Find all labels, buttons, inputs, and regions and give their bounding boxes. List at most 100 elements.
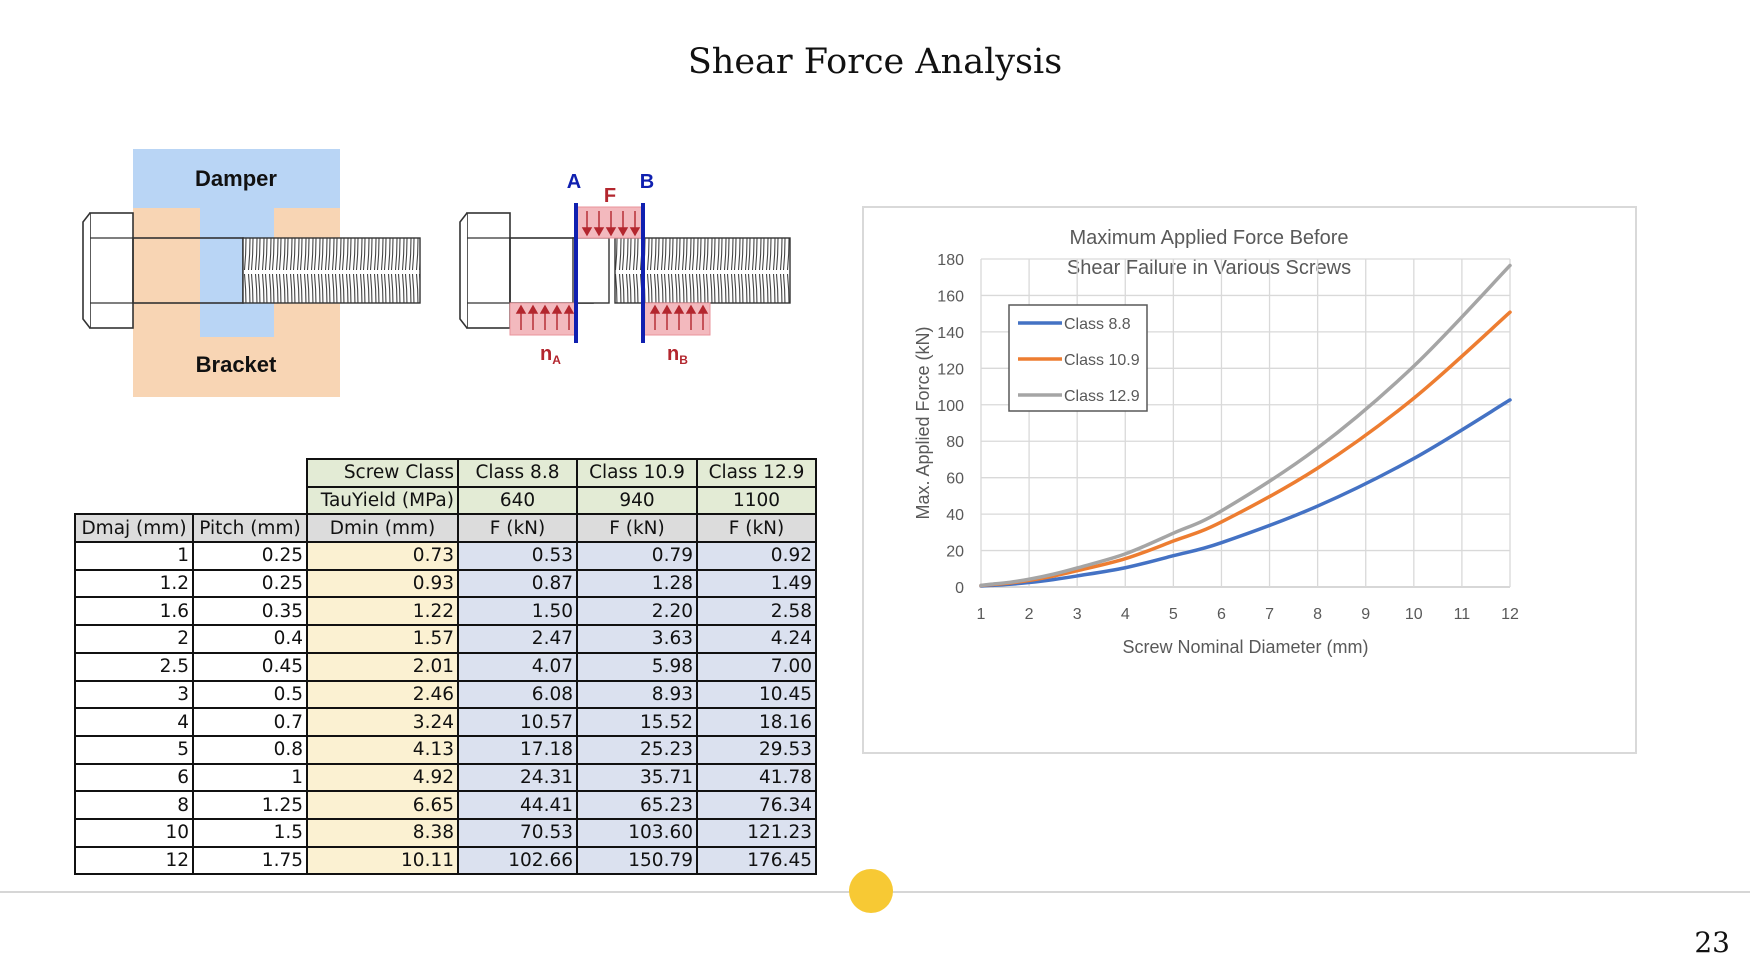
y-tick-label: 0 bbox=[955, 580, 964, 597]
table-cell: 0.87 bbox=[457, 568, 578, 599]
table-cell: 121.23 bbox=[696, 817, 817, 848]
left-bolt-assembly: Damper Bracket bbox=[82, 149, 421, 397]
table-cell: 102.66 bbox=[457, 845, 578, 876]
table-cell: 1.6 bbox=[74, 596, 194, 627]
table-cell: 2.01 bbox=[306, 651, 459, 682]
y-axis-label: Max. Applied Force (kN) bbox=[913, 326, 933, 519]
table-cell: 2.5 bbox=[74, 651, 194, 682]
table-row: 1.2 0.25 0.93 0.87 1.28 1.49 bbox=[74, 568, 817, 599]
y-tick-label: 120 bbox=[937, 361, 964, 378]
table-cell: 41.78 bbox=[696, 762, 817, 793]
x-tick-label: 3 bbox=[1073, 606, 1082, 623]
table-cell: 4.07 bbox=[457, 651, 578, 682]
table-cell: 150.79 bbox=[576, 845, 698, 876]
table-row: 10 1.5 8.38 70.53 103.60 121.23 bbox=[74, 817, 817, 848]
nb-label: nB bbox=[667, 343, 688, 367]
table-cell: 6.65 bbox=[306, 790, 459, 820]
table-row: 5 0.8 4.13 17.18 25.23 29.53 bbox=[74, 734, 817, 765]
table-cell: 70.53 bbox=[457, 817, 578, 848]
table-cell: 0.25 bbox=[192, 568, 308, 599]
legend-label: Class 10.9 bbox=[1064, 352, 1140, 369]
series-line-class-12-9 bbox=[979, 263, 1512, 588]
table-cell: 24.31 bbox=[457, 762, 578, 793]
table-cell: 25.23 bbox=[576, 734, 698, 765]
table-cell: 1.50 bbox=[457, 596, 578, 627]
class-header-10-9: Class 10.9 bbox=[576, 458, 698, 488]
table-cell: 44.41 bbox=[457, 790, 578, 820]
bolt-middle-segment bbox=[572, 237, 610, 304]
chart-title-line: Shear Failure in Various Screws bbox=[1067, 257, 1351, 279]
table-cell: 103.60 bbox=[576, 817, 698, 848]
plane-a-label: A bbox=[567, 171, 581, 193]
y-tick-label: 100 bbox=[937, 398, 964, 415]
table-cell: 1.22 bbox=[306, 596, 459, 627]
table-cell: 10.11 bbox=[306, 845, 459, 876]
y-tick-label: 60 bbox=[946, 471, 964, 488]
x-tick-label: 1 bbox=[977, 606, 986, 623]
plane-b-label: B bbox=[640, 171, 654, 193]
table-cell: 10.45 bbox=[696, 679, 817, 710]
table-cell: 0.8 bbox=[192, 734, 308, 765]
x-tick-label: 9 bbox=[1361, 606, 1370, 623]
y-tick-label: 160 bbox=[937, 288, 964, 305]
legend-label: Class 8.8 bbox=[1064, 316, 1131, 333]
x-tick-label: 10 bbox=[1405, 606, 1423, 623]
table-row: 2.5 0.45 2.01 4.07 5.98 7.00 bbox=[74, 651, 817, 682]
table-cell: 6.08 bbox=[457, 679, 578, 710]
reaction-na-load bbox=[509, 302, 577, 336]
tau-value-12-9: 1100 bbox=[696, 485, 817, 516]
table-cell: 1 bbox=[74, 541, 194, 571]
column-header: Dmaj (mm) bbox=[74, 513, 194, 544]
table-cell: 18.16 bbox=[696, 707, 817, 737]
x-tick-label: 12 bbox=[1501, 606, 1519, 623]
table-cell: 2.46 bbox=[306, 679, 459, 710]
table-cell: 0.4 bbox=[192, 624, 308, 654]
class-header-8-8: Class 8.8 bbox=[457, 458, 578, 488]
tau-yield-row: TauYield (MPa) 640 940 1100 bbox=[75, 485, 817, 516]
bolt-shear-diagram: Damper Bracket bbox=[82, 149, 791, 397]
table-cell: 2.47 bbox=[457, 624, 578, 654]
x-axis-label: Screw Nominal Diameter (mm) bbox=[1122, 637, 1368, 657]
table-cell: 0.25 bbox=[192, 541, 308, 571]
table-cell: 3 bbox=[74, 679, 194, 710]
table-cell: 4 bbox=[74, 707, 194, 737]
table-cell: 10 bbox=[74, 817, 194, 848]
table-cell: 7.00 bbox=[696, 651, 817, 682]
table-cell: 8.38 bbox=[306, 817, 459, 848]
table-cell: 5 bbox=[74, 734, 194, 765]
force-line-chart: Maximum Applied Force Before Shear Failur… bbox=[913, 227, 1519, 657]
table-cell: 0.79 bbox=[576, 541, 698, 571]
legend-label: Class 12.9 bbox=[1064, 388, 1140, 405]
table-cell: 0.73 bbox=[306, 541, 459, 571]
table-cell: 2 bbox=[74, 624, 194, 654]
screw-class-row: Screw Class Class 8.8 Class 10.9 Class 1… bbox=[75, 458, 817, 488]
table-cell: 0.53 bbox=[457, 541, 578, 571]
y-tick-label: 40 bbox=[946, 507, 964, 524]
table-cell: 8.93 bbox=[576, 679, 698, 710]
table-cell: 4.24 bbox=[696, 624, 817, 654]
column-header: F (kN) bbox=[576, 513, 698, 544]
table-cell: 1.2 bbox=[74, 568, 194, 599]
table-cell: 17.18 bbox=[457, 734, 578, 765]
x-tick-label: 6 bbox=[1217, 606, 1226, 623]
column-header: Dmin (mm) bbox=[306, 513, 459, 544]
y-tick-label: 180 bbox=[937, 252, 964, 269]
tau-value-10-9: 940 bbox=[576, 485, 698, 516]
y-tick-label: 140 bbox=[937, 325, 964, 342]
bolt-thread bbox=[242, 237, 421, 304]
table-row: 1.6 0.35 1.22 1.50 2.20 2.58 bbox=[74, 596, 817, 627]
table-cell: 2.58 bbox=[696, 596, 817, 627]
bracket-label: Bracket bbox=[196, 352, 277, 377]
table-cell: 1.5 bbox=[192, 817, 308, 848]
table-cell: 4.13 bbox=[306, 734, 459, 765]
x-tick-label: 2 bbox=[1025, 606, 1034, 623]
class-header-12-9: Class 12.9 bbox=[696, 458, 817, 488]
force-label: F bbox=[604, 185, 616, 207]
table-cell: 29.53 bbox=[696, 734, 817, 765]
x-tick-label: 8 bbox=[1313, 606, 1322, 623]
table-cell: 176.45 bbox=[696, 845, 817, 876]
table-cell: 0.93 bbox=[306, 568, 459, 599]
table-row: 8 1.25 6.65 44.41 65.23 76.34 bbox=[74, 790, 817, 820]
table-cell: 1.49 bbox=[696, 568, 817, 599]
y-tick-label: 80 bbox=[946, 434, 964, 451]
